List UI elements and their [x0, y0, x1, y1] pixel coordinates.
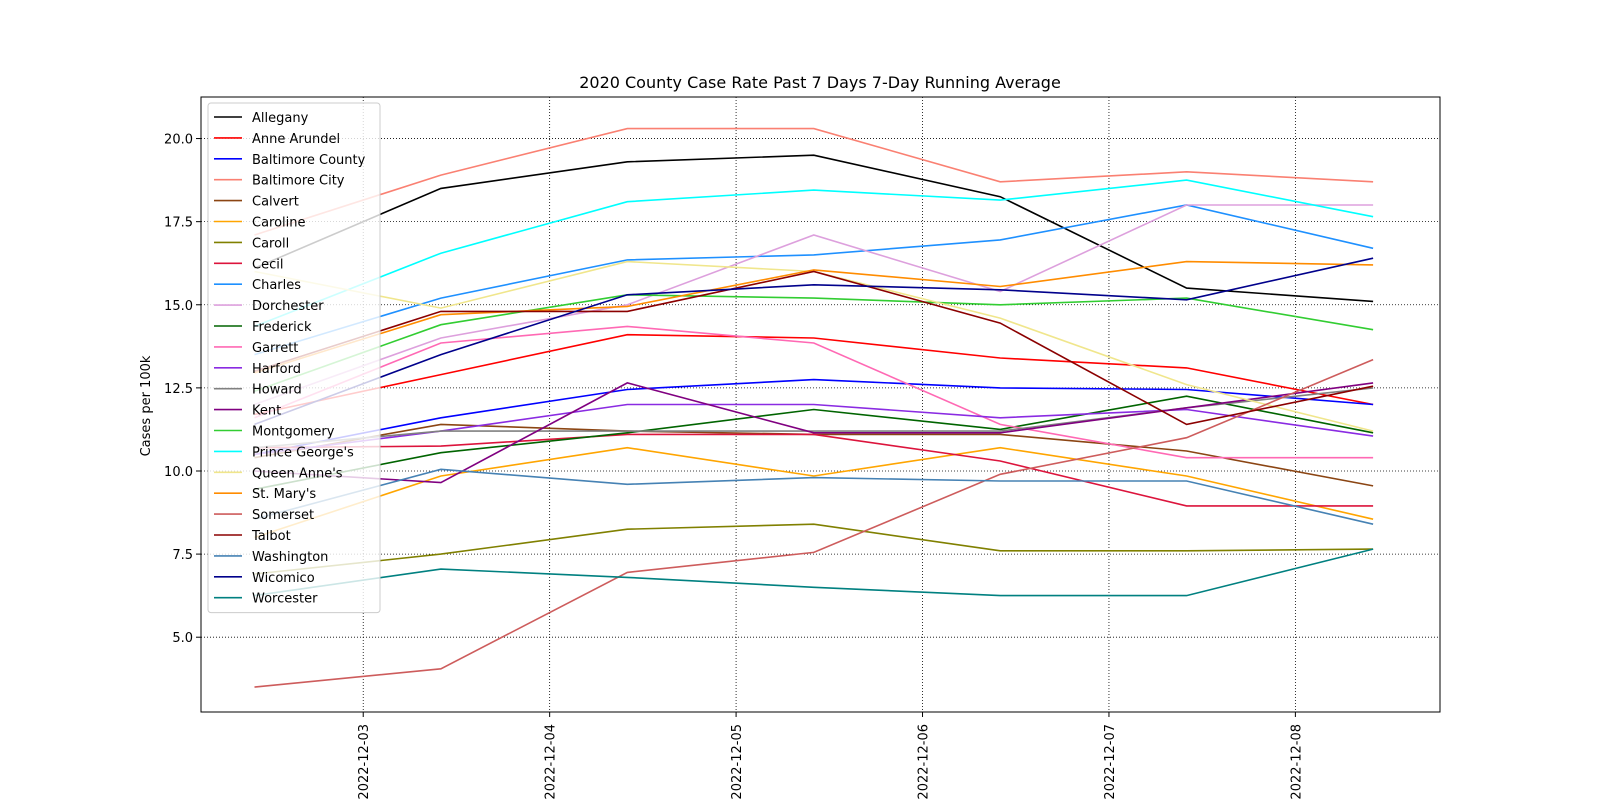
legend-label: Prince George's: [252, 445, 354, 460]
series-line-0: [254, 154, 1374, 303]
legend-label: Worcester: [252, 592, 318, 607]
legend-label: Talbot: [251, 529, 291, 544]
series-line-5: [254, 446, 1374, 539]
y-tick-label: 12.5: [164, 382, 193, 397]
series-line-14: [254, 382, 1374, 484]
y-tick-label: 10.0: [164, 465, 193, 480]
series-line-1: [254, 333, 1374, 416]
grid: [201, 97, 1440, 712]
series-line-13: [254, 387, 1374, 449]
series-line-9: [254, 204, 1374, 406]
legend-label: Caroline: [252, 216, 306, 231]
legend-label: Baltimore County: [252, 153, 366, 168]
y-tick-label: 7.5: [172, 548, 193, 563]
x-tick-label: 2022-12-06: [917, 724, 932, 800]
series-line-20: [254, 270, 1374, 426]
series-line-21: [254, 468, 1374, 525]
x-tick-label: 2022-12-07: [1103, 724, 1118, 800]
x-axis-ticks: 2022-12-03 2022-12-04 2022-12-05 2022-12-06…: [357, 712, 1304, 800]
legend-label: Howard: [252, 383, 302, 398]
legend-label: Allegany: [252, 111, 309, 126]
x-tick-label: 2022-12-08: [1289, 724, 1304, 800]
legend-label: Frederick: [252, 320, 312, 335]
legend-label: Montgomery: [252, 425, 335, 440]
series-line-16: [254, 179, 1374, 328]
legend-label: Caroll: [252, 236, 289, 251]
legend-label: Garrett: [252, 341, 298, 356]
x-tick-label: 2022-12-03: [357, 724, 372, 800]
y-axis-ticks: 5.0 7.5 10.0 12.5 15.0 17.5 20.0: [164, 133, 201, 646]
legend-label: Dorchester: [252, 299, 324, 314]
series-line-10: [254, 395, 1374, 491]
series-line-18: [254, 260, 1374, 374]
x-tick-label: 2022-12-04: [544, 724, 559, 800]
y-tick-label: 5.0: [172, 631, 193, 646]
series-line-19: [254, 358, 1374, 688]
series-line-2: [254, 378, 1374, 456]
series-line-15: [254, 293, 1374, 392]
y-tick-label: 20.0: [164, 133, 193, 148]
plot-frame: [200, 96, 1441, 713]
series-line-3: [254, 127, 1374, 236]
legend-label: Wicomico: [252, 571, 315, 586]
legend-label: Anne Arundel: [252, 132, 340, 147]
legend-label: Washington: [252, 550, 328, 565]
legend-label: Calvert: [252, 195, 299, 210]
series-line-23: [254, 548, 1374, 597]
series-lines: [254, 127, 1374, 688]
series-line-22: [254, 257, 1374, 426]
chart-title: 2020 County Case Rate Past 7 Days 7-Day …: [579, 73, 1061, 92]
legend: Allegany Anne Arundel Baltimore County Balt…: [207, 102, 381, 614]
legend-box: [207, 102, 381, 614]
legend-label: Queen Anne's: [252, 466, 343, 481]
series-line-6: [254, 523, 1374, 575]
y-tick-label: 15.0: [164, 299, 193, 314]
x-tick-label: 2022-12-05: [730, 724, 745, 800]
legend-label: St. Mary's: [252, 487, 316, 502]
legend-label: Kent: [252, 404, 281, 419]
series-line-11: [254, 325, 1374, 459]
legend-label: Baltimore City: [252, 174, 345, 189]
legend-label: Charles: [252, 278, 301, 293]
legend-label: Cecil: [252, 257, 283, 272]
y-axis-label: Cases per 100k: [139, 355, 154, 456]
series-line-7: [254, 433, 1374, 507]
legend-label: Harford: [252, 362, 301, 377]
legend-label: Somerset: [252, 508, 314, 523]
y-tick-label: 17.5: [164, 216, 193, 231]
